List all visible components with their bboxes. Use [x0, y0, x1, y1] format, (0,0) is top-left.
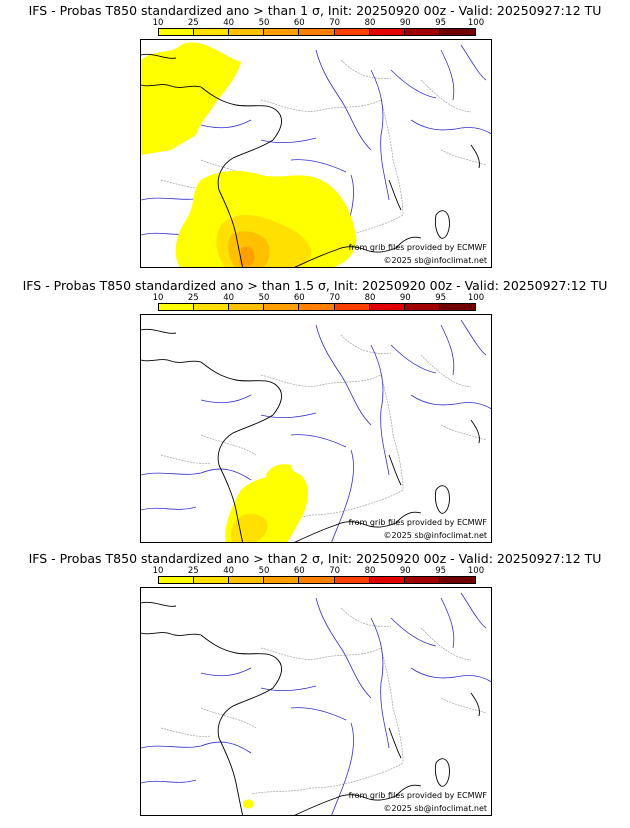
colorbar-tick: 60	[293, 293, 305, 303]
colorbar-ticks: 10 25 40 50 60 70 80 90 95 100	[153, 18, 485, 28]
colorbar	[158, 28, 476, 36]
colorbar-tick: 70	[329, 566, 341, 576]
colorbar-segment	[369, 577, 405, 583]
colorbar-segment	[404, 29, 440, 35]
colorbar	[158, 576, 476, 584]
colorbar-segment	[404, 304, 440, 310]
colorbar-segment	[439, 29, 475, 35]
source-credit: from grib files provided by ECMWF	[348, 791, 487, 800]
colorbar-segment	[194, 577, 230, 583]
colorbar-tick: 80	[364, 293, 376, 303]
colorbar-tick: 40	[223, 566, 235, 576]
colorbar-tick: 100	[467, 566, 485, 576]
colorbar-tick: 50	[258, 566, 270, 576]
colorbar-segment	[299, 29, 335, 35]
colorbar-segment	[194, 29, 230, 35]
colorbar-segment	[159, 304, 195, 310]
colorbar-segment	[439, 577, 475, 583]
colorbar-tick: 100	[467, 18, 485, 28]
colorbar-tick: 95	[435, 18, 447, 28]
colorbar-tick: 70	[329, 293, 341, 303]
colorbar-segment	[404, 577, 440, 583]
colorbar-tick: 90	[399, 566, 411, 576]
panel-1: IFS - Probas T850 standardized ano > tha…	[0, 0, 630, 272]
panel-title: IFS - Probas T850 standardized ano > tha…	[28, 551, 602, 566]
colorbar-segment	[194, 304, 230, 310]
probability-shading	[225, 464, 308, 542]
colorbar-segment	[369, 29, 405, 35]
colorbar-segment	[229, 304, 265, 310]
panel-title: IFS - Probas T850 standardized ano > tha…	[28, 3, 602, 18]
colorbar-tick: 80	[364, 566, 376, 576]
colorbar-tick: 60	[293, 566, 305, 576]
colorbar-segment	[299, 577, 335, 583]
colorbar-tick: 25	[187, 18, 199, 28]
colorbar-tick: 100	[467, 293, 485, 303]
probability-map: from grib files provided by ECMWF ©2025 …	[140, 39, 492, 268]
colorbar-segment	[264, 304, 300, 310]
colorbar-tick: 10	[152, 18, 164, 28]
panel-2: IFS - Probas T850 standardized ano > tha…	[0, 275, 630, 547]
colorbar-segment	[229, 29, 265, 35]
colorbar-segment	[334, 29, 370, 35]
colorbar-segment	[439, 304, 475, 310]
colorbar-segment	[299, 304, 335, 310]
colorbar-segment	[334, 577, 370, 583]
colorbar-segment	[369, 304, 405, 310]
copyright: ©2025 sb@infoclimat.net	[383, 256, 488, 265]
probability-map: from grib files provided by ECMWF ©2025 …	[140, 314, 492, 543]
colorbar-tick: 25	[187, 566, 199, 576]
colorbar-tick: 70	[329, 18, 341, 28]
colorbar-segment	[264, 29, 300, 35]
coastlines	[141, 328, 480, 542]
colorbar-tick: 40	[223, 18, 235, 28]
colorbar-tick: 90	[399, 293, 411, 303]
basemap	[141, 319, 491, 542]
coastlines	[141, 601, 480, 815]
colorbar-tick: 10	[152, 566, 164, 576]
colorbar-segment	[159, 29, 195, 35]
colorbar-ticks: 10 25 40 50 60 70 80 90 95 100	[153, 293, 485, 303]
panel-title: IFS - Probas T850 standardized ano > tha…	[22, 278, 608, 293]
colorbar-tick: 50	[258, 18, 270, 28]
colorbar-segment	[229, 577, 265, 583]
colorbar-tick: 95	[435, 566, 447, 576]
colorbar-ticks: 10 25 40 50 60 70 80 90 95 100	[153, 566, 485, 576]
colorbar-segment	[334, 304, 370, 310]
source-credit: from grib files provided by ECMWF	[348, 243, 487, 252]
colorbar-tick: 95	[435, 293, 447, 303]
colorbar-segment	[264, 577, 300, 583]
colorbar-tick: 10	[152, 293, 164, 303]
copyright: ©2025 sb@infoclimat.net	[383, 531, 488, 540]
panel-3: IFS - Probas T850 standardized ano > tha…	[0, 548, 630, 820]
basemap	[141, 592, 491, 815]
source-credit: from grib files provided by ECMWF	[348, 518, 487, 527]
colorbar-tick: 25	[187, 293, 199, 303]
colorbar-tick: 60	[293, 18, 305, 28]
coastlines	[141, 53, 480, 267]
colorbar-tick: 80	[364, 18, 376, 28]
probability-shading	[141, 42, 357, 267]
probability-shading	[243, 799, 254, 809]
colorbar	[158, 303, 476, 311]
colorbar-segment	[159, 577, 195, 583]
colorbar-tick: 50	[258, 293, 270, 303]
colorbar-tick: 90	[399, 18, 411, 28]
copyright: ©2025 sb@infoclimat.net	[383, 804, 488, 813]
colorbar-tick: 40	[223, 293, 235, 303]
probability-map: from grib files provided by ECMWF ©2025 …	[140, 587, 492, 816]
